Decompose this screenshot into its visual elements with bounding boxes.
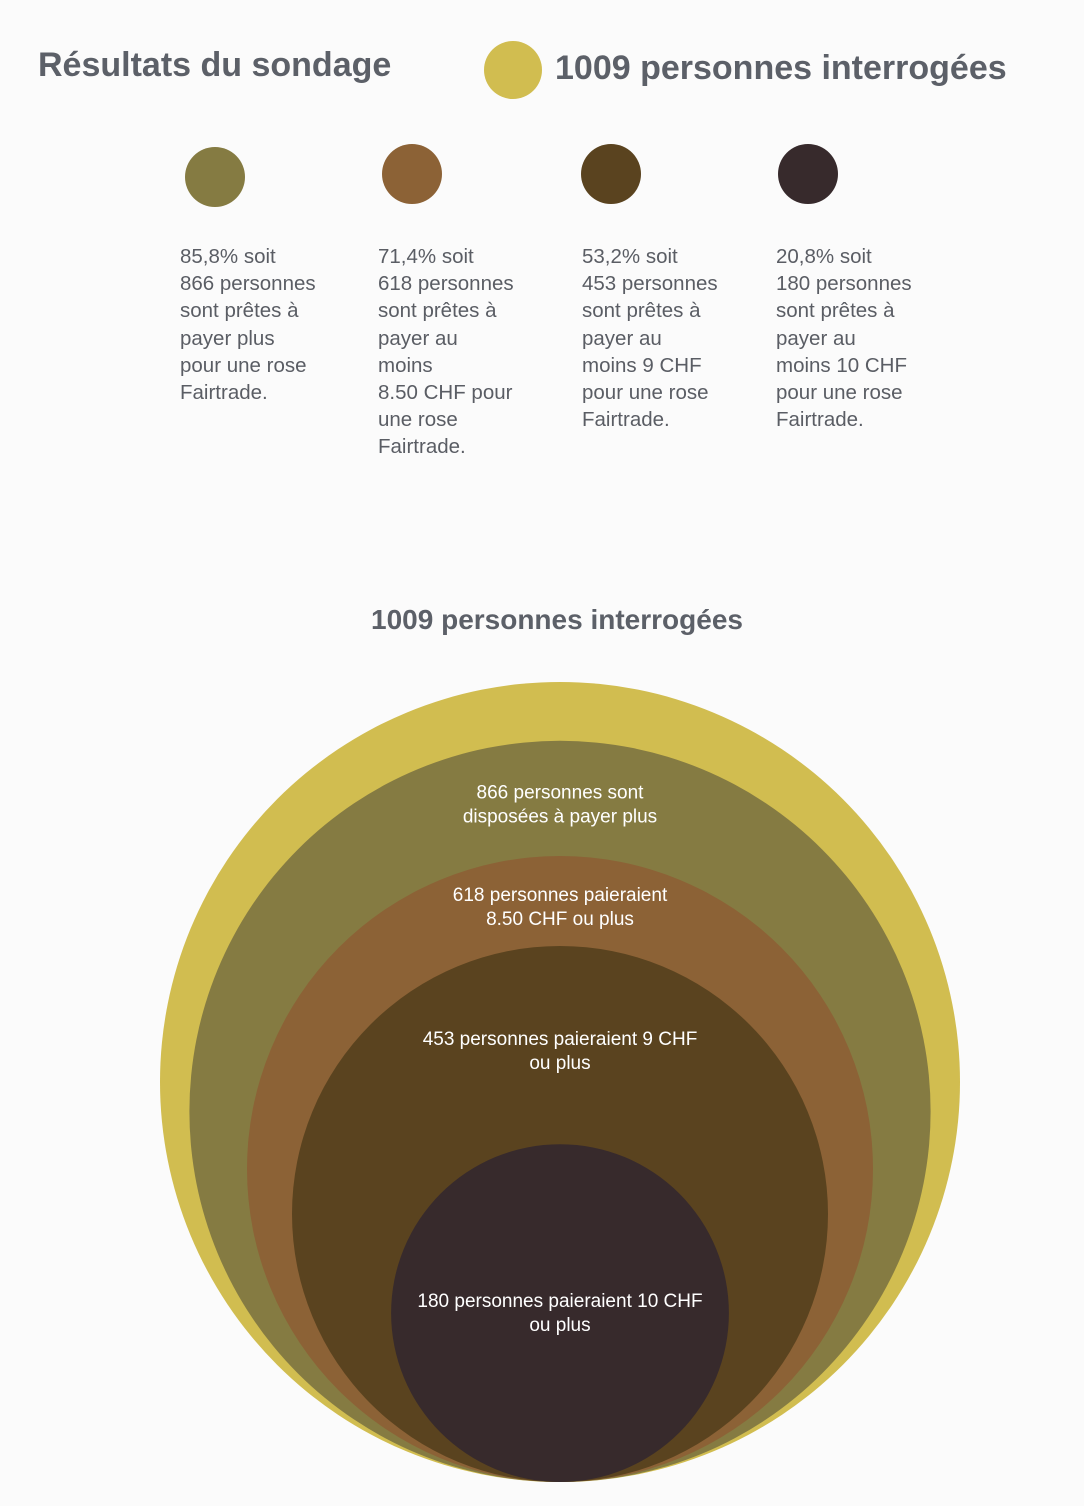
bubble-label-453-line-1: 453 personnes paieraient 9 CHF bbox=[423, 1029, 698, 1050]
bubble-label-866-line-1: 866 personnes sont bbox=[477, 782, 645, 803]
bubble-label-453-line-2: ou plus bbox=[529, 1053, 590, 1074]
legend-dot-pay-10-chf bbox=[778, 144, 838, 204]
bubble-label-866-line-2: disposées à payer plus bbox=[463, 806, 657, 827]
legend-text-willing-to-pay-more: 85,8% soit 866 personnes sont prêtes à p… bbox=[180, 245, 316, 405]
legend-text-pay-8-50-chf: 71,4% soit 618 personnes sont prêtes à p… bbox=[378, 245, 514, 459]
legend-dot-pay-8-50-chf bbox=[382, 144, 442, 204]
bubble-label-618-line-1: 618 personnes paieraient bbox=[453, 885, 668, 906]
bubble-label-180-line-1: 180 personnes paieraient 10 CHF bbox=[417, 1291, 702, 1312]
total-respondents-label: 1009 personnes interrogées bbox=[555, 49, 1007, 87]
legend-dot-pay-9-chf bbox=[581, 144, 641, 204]
bubble-label-180-line-2: ou plus bbox=[529, 1315, 590, 1336]
bubble-label-618-line-2: 8.50 CHF ou plus bbox=[486, 909, 634, 930]
page-title: Résultats du sondage bbox=[38, 46, 392, 84]
legend-text-pay-9-chf: 53,2% soit 453 personnes sont prêtes à p… bbox=[582, 245, 718, 432]
legend-text-pay-10-chf: 20,8% soit 180 personnes sont prêtes à p… bbox=[776, 245, 912, 432]
legend-dot-willing-to-pay-more bbox=[185, 147, 245, 207]
chart-title: 1009 personnes interrogées bbox=[371, 604, 743, 635]
total-legend-dot bbox=[484, 41, 542, 99]
bubble-group-180 bbox=[391, 1144, 729, 1482]
